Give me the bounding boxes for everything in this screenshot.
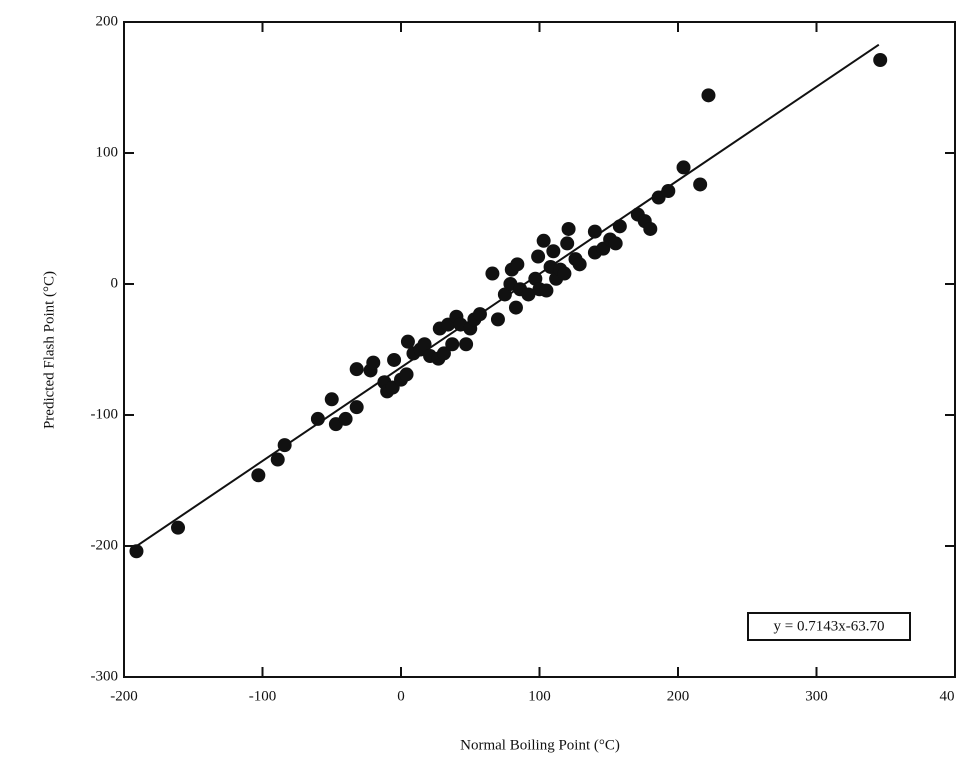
point bbox=[560, 236, 575, 251]
point bbox=[497, 287, 512, 302]
y-tick-label: -100 bbox=[91, 406, 119, 422]
point bbox=[459, 337, 474, 352]
point bbox=[399, 367, 414, 382]
x-tick-label: 0 bbox=[397, 688, 405, 704]
point bbox=[643, 221, 658, 236]
point bbox=[528, 271, 543, 286]
x-tick-label: -100 bbox=[249, 688, 277, 704]
point bbox=[521, 287, 536, 302]
point bbox=[587, 224, 602, 239]
point bbox=[608, 236, 623, 251]
x-tick-label: -200 bbox=[110, 688, 138, 704]
x-tick-label: 200 bbox=[667, 688, 690, 704]
y-tick-label: 100 bbox=[96, 144, 119, 160]
point bbox=[485, 266, 500, 281]
point bbox=[572, 257, 587, 272]
point bbox=[387, 352, 402, 367]
point bbox=[612, 219, 627, 234]
point bbox=[129, 544, 144, 559]
point bbox=[661, 183, 676, 198]
point bbox=[349, 362, 364, 377]
x-tick-label: 300 bbox=[805, 688, 828, 704]
point bbox=[693, 177, 708, 192]
y-tick-label: 200 bbox=[96, 13, 119, 29]
x-axis-title: Normal Boiling Point (°C) bbox=[460, 737, 620, 753]
point bbox=[400, 334, 415, 349]
point bbox=[251, 468, 266, 483]
point bbox=[546, 244, 561, 259]
point bbox=[349, 400, 364, 415]
x-tick-label: 100 bbox=[528, 688, 551, 704]
y-tick-label: -300 bbox=[91, 668, 119, 684]
point bbox=[490, 312, 505, 327]
plot-frame bbox=[123, 21, 956, 678]
x-tick-label: 40 bbox=[940, 688, 955, 704]
point bbox=[701, 88, 716, 103]
point bbox=[508, 300, 523, 315]
point bbox=[472, 307, 487, 322]
point bbox=[531, 249, 546, 264]
y-tick-label: 0 bbox=[111, 275, 119, 291]
y-axis-title: Predicted Flash Point (°C) bbox=[41, 271, 57, 429]
point bbox=[338, 411, 353, 426]
point bbox=[171, 520, 186, 535]
point bbox=[536, 233, 551, 248]
point bbox=[445, 337, 460, 352]
point bbox=[436, 346, 451, 361]
point bbox=[270, 452, 285, 467]
point bbox=[310, 411, 325, 426]
point bbox=[676, 160, 691, 175]
point bbox=[324, 392, 339, 407]
y-tick-label: -200 bbox=[91, 537, 119, 553]
point bbox=[417, 337, 432, 352]
annotation-box bbox=[747, 612, 911, 641]
point bbox=[873, 52, 888, 67]
point bbox=[557, 266, 572, 281]
point bbox=[561, 221, 576, 236]
annotation: y = 0.7143x-63.70 bbox=[774, 618, 885, 634]
point bbox=[539, 283, 554, 298]
point bbox=[510, 257, 525, 272]
point bbox=[366, 355, 381, 370]
point bbox=[277, 438, 292, 453]
